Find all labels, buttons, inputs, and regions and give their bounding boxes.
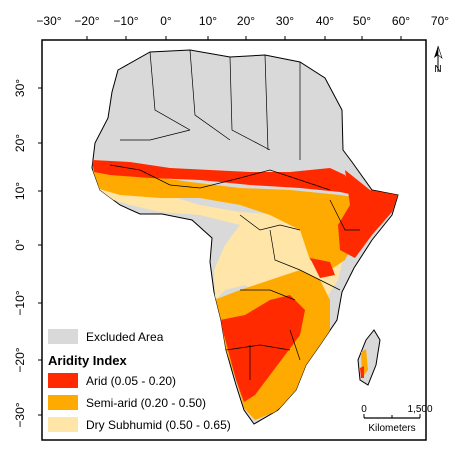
top-tick-label: 0° — [160, 14, 172, 28]
aridity-zones — [92, 160, 398, 420]
legend-arid-swatch — [48, 373, 78, 388]
top-tick-label: 50° — [353, 14, 371, 28]
left-tick-label: 30° — [13, 79, 27, 97]
legend-arid-label: Arid (0.05 - 0.20) — [86, 374, 176, 388]
left-tick-label: 10° — [13, 182, 27, 200]
legend-semi-arid-swatch — [48, 395, 78, 410]
left-axis-labels: 30° 20° 10° 0° −10° −20° −30° — [13, 79, 27, 428]
top-tick-label: 30° — [276, 14, 294, 28]
top-tick-label: −30° — [36, 14, 61, 28]
top-tick-label: −20° — [74, 14, 99, 28]
left-tick-label: 20° — [13, 134, 27, 152]
north-label: N — [434, 64, 441, 75]
top-tick-label: 20° — [237, 14, 255, 28]
legend: Excluded Area Aridity Index Arid (0.05 -… — [48, 329, 231, 432]
map-frame — [41, 39, 427, 441]
semi-arid-zone — [300, 230, 335, 270]
scale-left-label: 0 — [361, 404, 367, 415]
legend-semi-arid-label: Semi-arid (0.20 - 0.50) — [86, 396, 206, 410]
semi-arid-zone — [92, 170, 372, 270]
left-tick-label: −10° — [13, 290, 27, 315]
top-tick-label: 60° — [392, 14, 410, 28]
country-borders — [109, 50, 360, 380]
north-arrow-icon: N — [434, 45, 443, 75]
left-tick-label: −30° — [13, 402, 27, 427]
scale-right-label: 1,500 — [407, 404, 432, 415]
scale-bar: 0 1,500 Kilometers — [361, 404, 433, 434]
left-tick-label: −20° — [13, 347, 27, 372]
legend-title: Aridity Index — [48, 353, 128, 368]
arid-zone — [220, 295, 305, 402]
madagascar — [357, 329, 381, 386]
top-tick-label: 40° — [316, 14, 334, 28]
legend-excluded-swatch — [48, 329, 78, 344]
left-ticks — [38, 87, 42, 416]
arid-zone — [338, 170, 398, 258]
legend-dry-subhumid-swatch — [48, 417, 78, 432]
arid-zone — [310, 258, 335, 278]
top-ticks — [86, 36, 402, 40]
scale-unit-label: Kilometers — [368, 423, 415, 434]
legend-excluded-label: Excluded Area — [86, 330, 164, 344]
arid-zone — [92, 160, 355, 195]
top-axis-labels: −30° −20° −10° 0° 10° 20° 30° 40° 50° 60… — [36, 14, 449, 28]
top-tick-label: −10° — [113, 14, 138, 28]
top-tick-label: 70° — [431, 14, 449, 28]
top-tick-label: 10° — [199, 14, 217, 28]
left-tick-label: 0° — [13, 239, 27, 251]
legend-dry-subhumid-label: Dry Subhumid (0.50 - 0.65) — [86, 418, 231, 432]
